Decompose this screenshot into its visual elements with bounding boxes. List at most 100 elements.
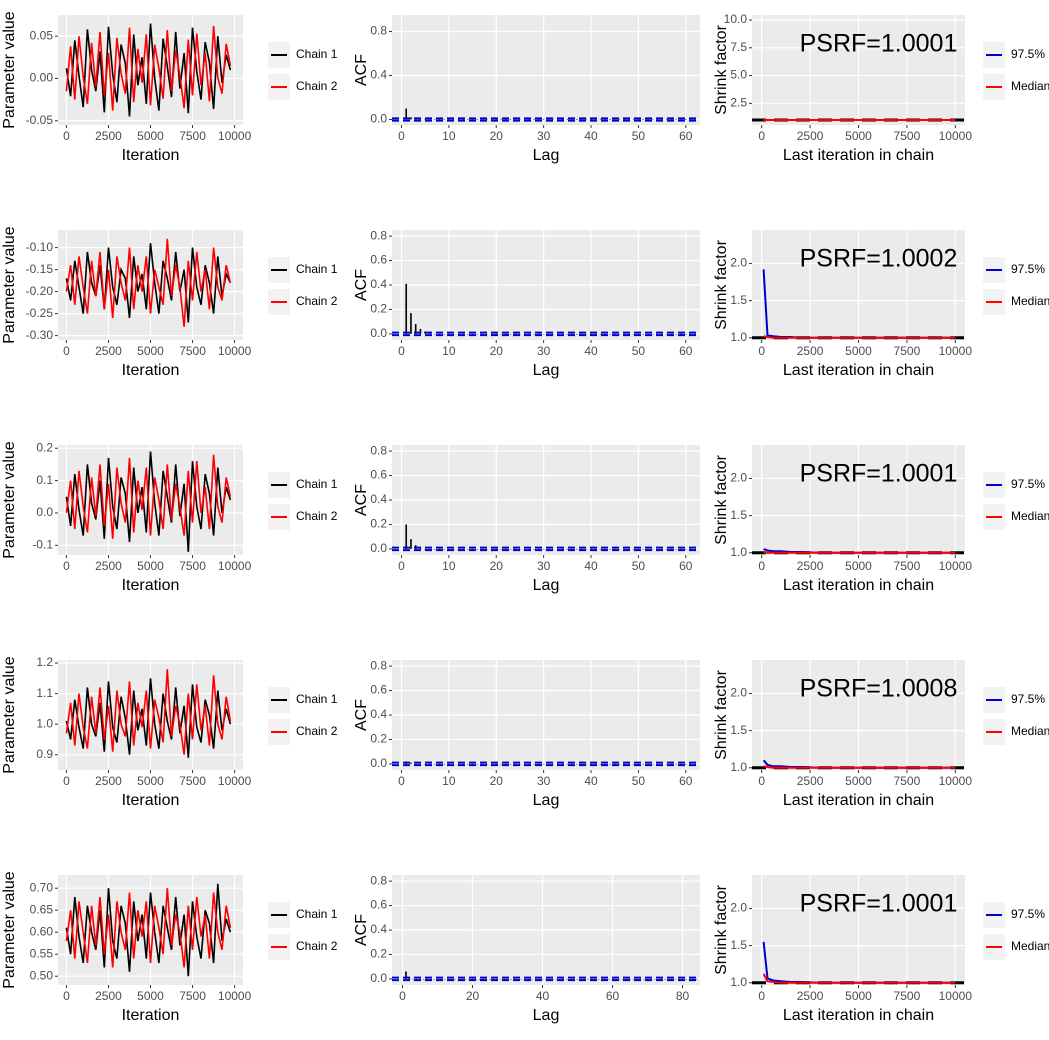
acf-bar [467, 763, 469, 765]
acf-bar [509, 548, 512, 550]
acf-bar [609, 119, 611, 120]
x-tick-label: 7500 [179, 129, 206, 143]
acf-bar [675, 333, 678, 335]
y-tick-label: 0.0 [370, 756, 387, 770]
x-tick-label: 0 [63, 559, 70, 573]
acf-bar [410, 117, 412, 120]
acf-bar [585, 119, 588, 120]
acf-bar [653, 978, 656, 980]
x-tick-label: 5000 [137, 559, 164, 573]
y-tick-label: 10.0 [724, 12, 748, 26]
acf-bar [476, 548, 479, 550]
series-line [65, 25, 232, 111]
y-tick-label: 0.4 [370, 277, 387, 291]
y-tick-label: 0.9 [36, 747, 53, 761]
x-tick-label: 2500 [95, 344, 122, 358]
y-axis-title: ACF [353, 699, 370, 731]
legend-label: Median [1011, 724, 1049, 738]
legend-label: Chain 2 [296, 509, 338, 523]
y-tick-label: 0.6 [370, 683, 387, 697]
acf-bar [609, 548, 611, 550]
x-tick-label: 5000 [137, 129, 164, 143]
acf-bar [684, 333, 687, 335]
y-tick-label: 2.0 [730, 256, 747, 270]
acf-bar [666, 548, 668, 550]
y-tick-label: 0.0 [370, 326, 387, 340]
y-tick-label: 7.5 [730, 40, 747, 54]
x-tick-label: 5000 [845, 559, 872, 573]
panel: 1.0 1.5 2.0 0 2500 5000 7500 10000 Last iteratio… [713, 875, 1049, 1024]
legend-label: Median [1011, 79, 1049, 93]
x-tick-label: 10 [442, 774, 456, 788]
x-tick-label: 0 [398, 129, 405, 143]
y-axis-title: Parameter value [1, 11, 18, 128]
acf-bar [566, 548, 569, 550]
y-tick-label: 0.65 [30, 902, 54, 916]
legend-label: Median [1011, 294, 1049, 308]
acf-bar [467, 333, 469, 335]
panel: 0.9 1.0 1.1 1.2 0 2500 5000 7500 10000 Iteration P… [1, 655, 337, 809]
x-tick-label: 0 [398, 344, 405, 358]
y-axis-title: ACF [353, 269, 370, 301]
acf-bar [566, 333, 569, 335]
x-tick-label: 0 [63, 344, 70, 358]
x-tick-label: 7500 [894, 559, 921, 573]
series-line [65, 454, 232, 539]
y-tick-label: 0.4 [370, 492, 387, 506]
x-tick-label: 60 [679, 559, 693, 573]
series-line [65, 238, 232, 327]
y-tick-label: 0.0 [370, 971, 387, 985]
legend-label: Chain 2 [296, 294, 338, 308]
acf-bar [609, 333, 611, 335]
x-tick-label: 7500 [894, 129, 921, 143]
acf-bar [422, 978, 425, 980]
x-tick-label: 10 [442, 129, 456, 143]
y-axis-title: ACF [353, 484, 370, 516]
acf-bar [643, 978, 645, 980]
acf-bar [433, 119, 436, 120]
acf-bar [542, 548, 545, 550]
panel: 0.0 0.4 0.8 0 10 20 30 40 50 60 Lag ACF [353, 15, 700, 164]
y-axis-title: Shrink factor [713, 239, 730, 329]
x-tick-label: 0 [758, 559, 765, 573]
x-tick-label: 2500 [797, 344, 824, 358]
panel: 1.0 1.5 2.0 0 2500 5000 7500 10000 Last iteratio… [713, 230, 1049, 379]
x-axis-title: Lag [533, 792, 560, 809]
acf-bar [433, 548, 436, 550]
panel: 1.0 1.5 2.0 0 2500 5000 7500 10000 Last iteratio… [713, 660, 1049, 809]
annotation: PSRF=1.0008 [800, 675, 958, 703]
acf-bar [618, 978, 621, 980]
y-axis-title: Shrink factor [713, 669, 730, 759]
y-tick-label: 0.00 [30, 71, 54, 85]
y-tick-label: -0.30 [26, 328, 54, 342]
panel: 0.0 0.2 0.4 0.6 0.8 0 10 20 30 40 50 60 Lag ACF [353, 443, 700, 594]
acf-bar [585, 333, 588, 335]
y-tick-label: 1.0 [36, 716, 53, 730]
legend-label: 97.5% [1011, 262, 1045, 276]
series-line [762, 973, 956, 984]
y-tick-label: 0.2 [36, 440, 53, 454]
y-tick-label: 0.6 [370, 468, 387, 482]
x-tick-label: 5000 [845, 774, 872, 788]
series-line [763, 551, 956, 554]
x-tick-label: 40 [584, 774, 598, 788]
y-tick-label: 5.0 [730, 68, 747, 82]
acf-bar [576, 333, 578, 335]
acf-bar [576, 119, 578, 120]
annotation: PSRF=1.0001 [800, 890, 958, 918]
x-tick-label: 10000 [218, 774, 252, 788]
x-axis-title: Iteration [122, 147, 180, 164]
acf-bar [510, 978, 512, 980]
x-axis-title: Last iteration in chain [783, 792, 934, 809]
legend-label: Chain 2 [296, 939, 338, 953]
acf-bar [552, 763, 554, 765]
x-tick-label: 7500 [894, 774, 921, 788]
acf-bar [464, 978, 467, 980]
x-axis-title: Lag [533, 362, 560, 379]
acf-bar [576, 763, 578, 765]
x-tick-label: 10000 [939, 774, 973, 788]
acf-bar [608, 978, 610, 980]
x-tick-label: 7500 [179, 989, 206, 1003]
x-tick-label: 30 [537, 129, 551, 143]
x-tick-label: 50 [632, 559, 646, 573]
